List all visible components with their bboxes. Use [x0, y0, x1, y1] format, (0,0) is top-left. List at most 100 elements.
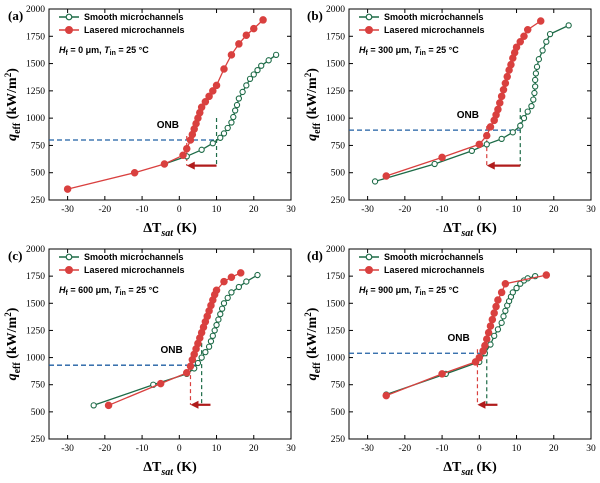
- cond-tin-sub: in: [110, 50, 116, 57]
- y-tick-label: 250: [31, 196, 46, 206]
- legend-marker: [365, 253, 373, 261]
- y-tick-label: 500: [31, 169, 46, 179]
- cond-tin-value: = 25 °C: [426, 45, 459, 55]
- data-point: [520, 114, 528, 122]
- y-axis-title-sup: 2: [3, 72, 13, 77]
- onb-label: ONB: [457, 110, 479, 121]
- y-axis-title-sup: 2: [303, 312, 313, 317]
- y-axis-title-sub: eff: [12, 122, 23, 134]
- data-point: [63, 185, 72, 193]
- data-point: [502, 307, 509, 315]
- cond-tin-sub: in: [420, 290, 426, 297]
- data-point: [532, 83, 539, 90]
- data-point: [227, 51, 236, 59]
- x-axis-title-unit: (K): [173, 460, 197, 475]
- x-axis-title: ΔTsat (K): [143, 460, 197, 478]
- y-axis-title-sub: eff: [312, 362, 323, 374]
- x-tick-label: -10: [436, 205, 449, 215]
- x-axis-title-sub: sat: [160, 228, 174, 239]
- data-point: [220, 65, 228, 73]
- data-point: [235, 95, 243, 102]
- y-tick-label: 500: [31, 408, 46, 418]
- y-axis-title-end: ): [305, 307, 320, 312]
- data-point: [520, 32, 528, 41]
- data-point: [498, 319, 505, 326]
- data-point: [218, 305, 226, 312]
- data-point: [242, 31, 251, 39]
- data-point: [215, 316, 222, 323]
- legend-marker: [65, 253, 73, 261]
- plot-frame: [348, 248, 592, 440]
- data-point: [209, 87, 217, 95]
- y-tick-label: 1500: [326, 60, 345, 70]
- x-tick-label: 10: [212, 205, 222, 215]
- y-tick-label: 2000: [26, 245, 45, 255]
- cond-tin-sub: in: [420, 50, 426, 57]
- plot-frame: [348, 8, 592, 201]
- x-tick-label: 30: [286, 444, 296, 454]
- onb-label: ONB: [160, 345, 182, 356]
- data-point: [194, 359, 202, 367]
- y-tick-label: 1500: [26, 60, 45, 70]
- x-axis-title-unit: (K): [473, 221, 497, 236]
- panel-2: -30 -20 -10 0 10 20 30 250 500 750 1000 1250 1500 175…: [3, 245, 296, 478]
- data-point: [209, 140, 216, 147]
- data-point: [227, 273, 236, 281]
- y-tick-label: 250: [331, 196, 346, 206]
- y-tick-label: 2000: [326, 5, 345, 15]
- x-tick-label: 10: [512, 205, 522, 215]
- y-axis-title-end: ): [5, 307, 20, 312]
- data-point: [530, 96, 537, 103]
- x-tick-label: -20: [99, 444, 112, 454]
- y-tick-label: 1250: [326, 326, 345, 336]
- data-point: [198, 354, 205, 361]
- data-point: [512, 43, 521, 51]
- data-point: [536, 17, 545, 25]
- data-point: [486, 123, 495, 131]
- y-tick-label: 1750: [26, 272, 45, 282]
- y-axis-title-unit: (kW/m: [305, 316, 320, 362]
- cond-hf-label: H: [59, 45, 66, 55]
- data-point: [565, 22, 572, 29]
- x-axis-title-sub: sat: [160, 467, 174, 478]
- panel-0: -30 -20 -10 0 10 20 30 250 500 750 1000 1250 1500 175…: [3, 5, 296, 239]
- data-point: [198, 146, 205, 153]
- data-point: [532, 76, 539, 84]
- y-tick-label: 750: [31, 381, 46, 391]
- data-point: [220, 300, 228, 307]
- data-point: [258, 62, 265, 69]
- legend-label: Lasered microchannels: [84, 265, 185, 275]
- y-tick-label: 250: [331, 435, 346, 445]
- data-point: [475, 353, 484, 362]
- data-point: [243, 82, 250, 89]
- data-point: [217, 310, 224, 318]
- y-axis-title-main: q: [305, 134, 320, 141]
- data-point: [202, 348, 209, 356]
- data-point: [501, 279, 510, 288]
- data-point: [205, 343, 213, 350]
- cond-hf-sub: f: [66, 50, 69, 57]
- data-point: [259, 16, 267, 24]
- data-point: [233, 101, 241, 109]
- cond-hf-value: = 300 μm,: [368, 45, 414, 55]
- onb-arrow-head: [486, 161, 495, 170]
- data-point: [492, 302, 500, 311]
- onb-arrow-head: [190, 400, 199, 409]
- legend-marker: [64, 266, 73, 275]
- data-point: [431, 160, 438, 168]
- data-point: [90, 402, 97, 409]
- data-point: [230, 113, 237, 121]
- cond-hf-sub: f: [66, 290, 69, 297]
- data-point: [501, 79, 510, 87]
- legend-label: Smooth microchannels: [384, 252, 484, 262]
- legend-marker: [365, 266, 374, 275]
- cond-tin-value: = 25 °C: [426, 285, 459, 295]
- data-point: [528, 102, 535, 110]
- x-axis-title: ΔTsat (K): [443, 460, 497, 478]
- data-point: [254, 271, 261, 279]
- data-point: [250, 24, 258, 33]
- cond-tin-label: T: [114, 285, 121, 295]
- y-tick-label: 1750: [326, 32, 345, 42]
- data-point: [211, 327, 218, 334]
- data-point: [207, 338, 215, 345]
